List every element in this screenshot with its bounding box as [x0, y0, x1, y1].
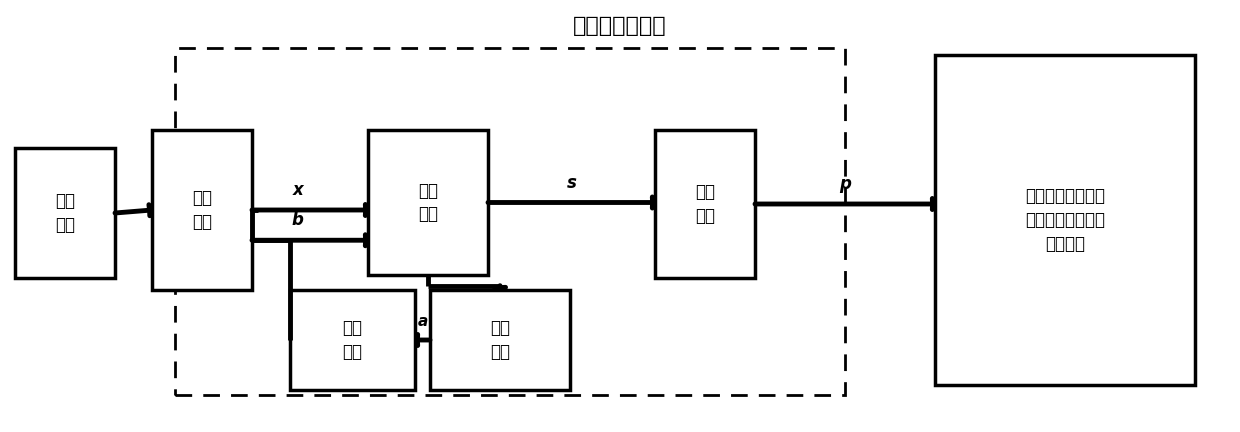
- Text: s: s: [567, 174, 577, 192]
- Bar: [153, 130, 252, 290]
- Text: 音源
信号: 音源 信号: [55, 192, 74, 234]
- Text: 调幅
处理: 调幅 处理: [490, 319, 510, 361]
- Bar: [368, 130, 489, 275]
- Text: a: a: [418, 314, 428, 329]
- Bar: [430, 290, 570, 390]
- Text: 选择
处理: 选择 处理: [418, 182, 438, 223]
- Bar: [15, 148, 115, 278]
- Text: 整形
处理: 整形 处理: [342, 319, 362, 361]
- Text: p: p: [839, 175, 851, 193]
- Bar: [655, 130, 755, 278]
- Bar: [175, 48, 844, 395]
- Text: 调相
处理: 调相 处理: [694, 183, 715, 225]
- Text: 调制
处理: 调制 处理: [192, 189, 212, 231]
- Text: x: x: [293, 181, 303, 199]
- Text: 调幅和调相处理: 调幅和调相处理: [573, 16, 667, 36]
- Bar: [935, 55, 1195, 385]
- Bar: [290, 290, 415, 390]
- Text: b: b: [291, 211, 304, 229]
- Text: 功率放大驱动多音
圈扬声器单元或扬
声器阵列: 功率放大驱动多音 圈扬声器单元或扬 声器阵列: [1025, 187, 1105, 253]
